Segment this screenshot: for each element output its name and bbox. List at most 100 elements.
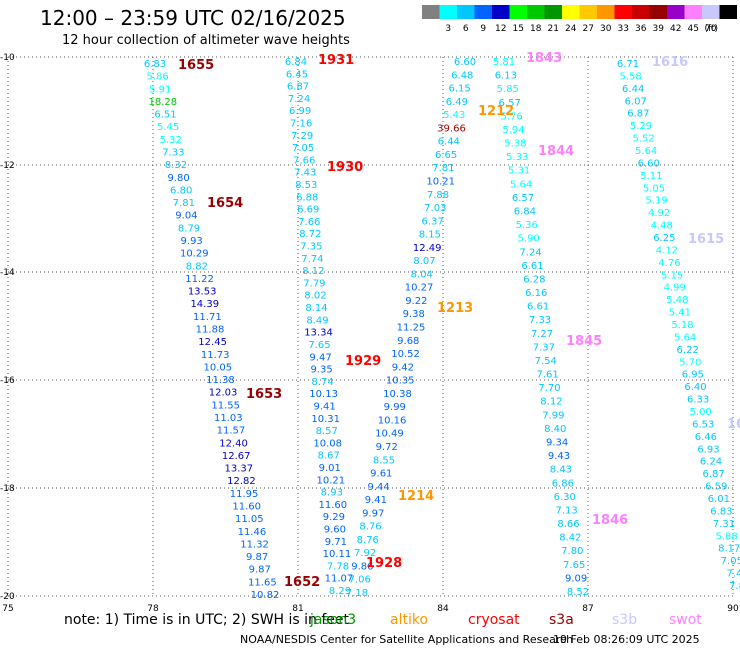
wave-height-value: 6.86 (552, 478, 574, 489)
wave-height-value: 5.70 (679, 357, 701, 368)
lon-label: 87 (582, 604, 593, 614)
wave-height-value: 8.82 (186, 261, 208, 272)
wave-height-value: 7.06 (349, 575, 371, 586)
wave-height-value: 7.05 (292, 143, 314, 154)
wave-height-value: 11.32 (240, 539, 269, 550)
legend-swatch (684, 5, 702, 19)
legend-swatch (544, 5, 562, 19)
pass-label: 1654 (207, 196, 243, 211)
wave-height-value: 8.74 (311, 377, 333, 388)
wave-height-value: 6.87 (287, 82, 309, 93)
wave-height-value: 11.60 (319, 500, 348, 511)
track-1843: 5.81 6.13 5.85 6.57 5.76 5.94 5.38 5.33 5.31 5.64… (493, 57, 589, 598)
wave-height-value: 5.85 (497, 84, 519, 95)
wave-height-value: 9.68 (397, 336, 419, 347)
wave-height-value: 9.38 (403, 309, 425, 320)
wave-height-value: 5.33 (506, 152, 528, 163)
wave-height-value: 5.86 (146, 72, 168, 83)
wave-height-value: 6.84 (514, 206, 536, 217)
lon-label: 75 (2, 604, 13, 614)
wave-height-value: 9.41 (365, 495, 387, 506)
wave-height-value: 8.53 (295, 180, 317, 191)
legend-label: 18 (530, 24, 542, 34)
wave-height-value: 14.39 (190, 299, 219, 310)
legend-swatch (597, 5, 615, 19)
wave-height-value: 8.66 (557, 519, 579, 530)
legend-label: 70 (705, 24, 717, 34)
wave-height-value: 5.64 (510, 179, 532, 190)
wave-height-value: 11.88 (196, 325, 225, 336)
legend-label: 21 (548, 24, 559, 34)
wave-height-value: 4.92 (648, 208, 670, 219)
wave-height-value: 7.31 (713, 519, 735, 530)
credit-line: NOAA/NESDIS Center for Satellite Applica… (240, 633, 574, 646)
wave-height-value: 5.19 (645, 196, 667, 207)
wave-height-value: 5.29 (630, 121, 652, 132)
wave-height-value: 11.95 (230, 489, 259, 500)
wave-height-value: 5.43 (443, 110, 465, 121)
pass-label: 1929 (345, 354, 381, 369)
wave-height-value: 7.66 (293, 155, 315, 166)
wave-height-value: 9.97 (362, 508, 384, 519)
lat-label: -16 (0, 376, 15, 386)
wave-height-value: 10.11 (323, 549, 352, 560)
lat-label: -14 (0, 268, 15, 278)
pass-label: 1930 (327, 160, 363, 175)
wave-height-value: 6.99 (289, 106, 311, 117)
legend-swatch (614, 5, 632, 19)
satellite-legend-jason3: jason3 (310, 612, 357, 628)
wave-height-value: 9.93 (181, 236, 203, 247)
legend-label: 15 (513, 24, 524, 34)
wave-height-value: 7.66 (298, 217, 320, 228)
wave-height-value: 7.05 (721, 556, 740, 567)
lon-label: 81 (292, 604, 303, 614)
lon-label: 78 (147, 604, 159, 614)
wave-height-value: 11.07 (325, 574, 354, 585)
wave-height-value: 8.76 (357, 535, 379, 546)
wave-height-value: 6.60 (638, 158, 660, 169)
pass-label: 16 (727, 417, 740, 432)
legend-label: 45 (688, 24, 699, 34)
pass-label: 1655 (178, 58, 214, 73)
wave-height-value: 5.00 (690, 407, 712, 418)
legend-swatch (719, 5, 737, 19)
wave-height-value: 5.11 (640, 171, 662, 182)
legend-swatch (579, 5, 597, 19)
legend-swatch (632, 5, 650, 19)
wave-height-value: 6.71 (617, 59, 639, 70)
wave-height-value: 39.66 (437, 123, 466, 134)
wave-height-value: 10.08 (313, 438, 342, 449)
pass-label: 1212 (478, 104, 514, 119)
wave-height-value: 7.27 (531, 329, 553, 340)
wave-height-value: 5.76 (500, 111, 522, 122)
legend-label: 33 (618, 24, 629, 34)
wave-height-value: 9.09 (565, 573, 587, 584)
wave-height-value: 5.15 (661, 270, 683, 281)
wave-height-value: 5.38 (504, 139, 526, 150)
pass-label: 1213 (437, 301, 473, 316)
wave-height-value: 10.35 (386, 376, 415, 387)
wave-height-value: 9.72 (376, 442, 398, 453)
wave-height-value: 5.90 (518, 234, 540, 245)
wave-height-value: 9.41 (314, 401, 336, 412)
wave-height-value: 5.88 (715, 531, 737, 542)
wave-height-value: 6.13 (495, 71, 517, 82)
wave-height-value: 8.02 (304, 291, 326, 302)
wave-height-value: 6.07 (625, 96, 647, 107)
legend-unit: (ft) (704, 24, 718, 34)
wave-height-value: 6.51 (154, 110, 176, 121)
wave-height-value: 9.22 (405, 296, 427, 307)
wave-height-value: 10.05 (204, 362, 233, 373)
pass-label: 1652 (284, 575, 320, 590)
track-1655: 6.83 5.865.91 18.28 6.515.45 5.32 7.338.32 9.8… (144, 59, 279, 601)
wave-height-value: 7.74 (301, 254, 323, 265)
wave-height-value: 11.60 (232, 502, 261, 513)
pass-label: 1931 (318, 53, 354, 68)
wave-height-value: 7.65 (563, 560, 585, 571)
wave-height-value: 6.57 (512, 193, 534, 204)
wave-height-value: 5.36 (516, 220, 538, 231)
wave-height-value: 7.81 (173, 198, 195, 209)
pass-label: 1845 (566, 334, 602, 349)
footnote: note: 1) Time is in UTC; 2) SWH is in fe… (64, 612, 350, 628)
